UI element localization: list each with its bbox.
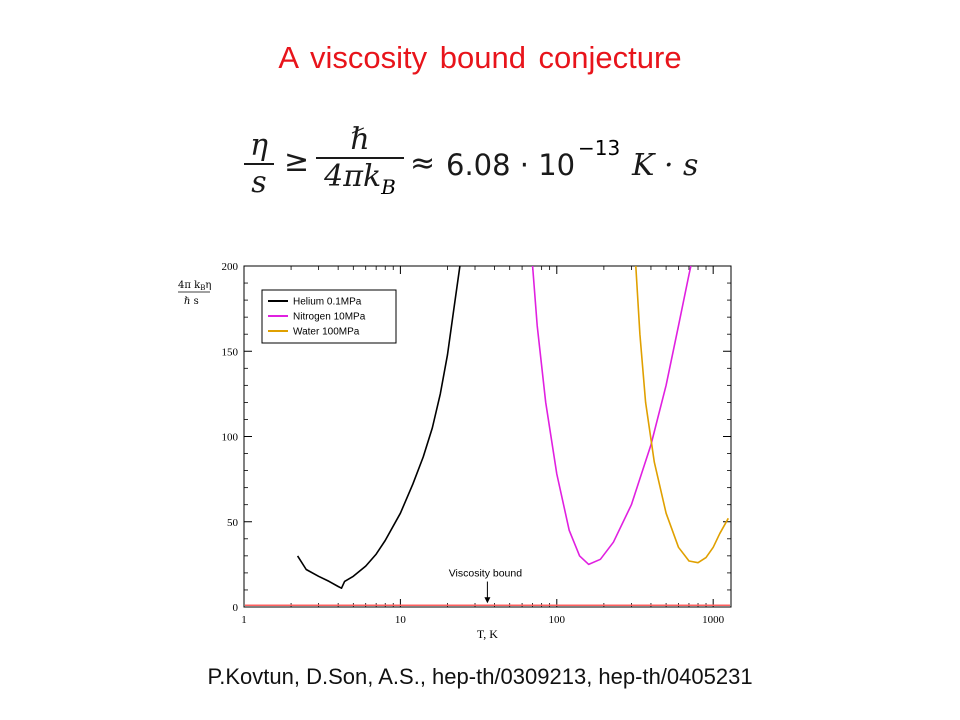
legend: Helium 0.1MPa Nitrogen 10MPa Water 100MPa xyxy=(261,289,397,344)
citation: P.Kovtun, D.Son, A.S., hep-th/0309213, h… xyxy=(207,664,753,689)
geq-symbol: ≥ xyxy=(284,144,310,179)
legend-label: Nitrogen 10MPa xyxy=(293,312,366,323)
units: K · s xyxy=(632,148,699,183)
viscosity-chart: 1 10 100 1000 0 50 100 150 200 4π kBη ℏ s T, K H… xyxy=(170,252,750,641)
fraction-bar xyxy=(244,163,274,165)
x-tick-label: 1 xyxy=(241,614,247,626)
hbar-over-4pikb-fraction: ℏ 4πkB xyxy=(316,122,404,199)
series-line-1 xyxy=(296,265,461,589)
x-tick-label: 100 xyxy=(549,614,566,626)
svg-text:4π kBη: 4π kBη xyxy=(178,280,211,292)
ylabel-tail: η xyxy=(205,280,211,291)
exponent: −13 xyxy=(578,136,621,160)
hbar-symbol: ℏ xyxy=(350,122,370,157)
x-tick-label: 10 xyxy=(395,614,407,626)
y-tick-label: 200 xyxy=(222,261,239,273)
x-tick-label: 1000 xyxy=(702,614,725,626)
eta-over-s-fraction: η s xyxy=(244,128,274,200)
y-tick-label: 100 xyxy=(222,432,239,444)
y-tick-label: 150 xyxy=(222,346,239,358)
tick-labels: 1 10 100 1000 0 50 100 150 200 xyxy=(222,261,725,626)
y-tick-label: 50 xyxy=(227,517,239,529)
ylabel-sub: B xyxy=(200,284,205,292)
ylabel-denominator: ℏ s xyxy=(184,296,199,307)
eta-symbol: η xyxy=(250,128,268,163)
annotation-arrowhead xyxy=(484,597,491,604)
viscosity-bound-formula: η s ≥ ℏ 4πkB ≈ 6.08 · 10 −13 K · s xyxy=(240,118,740,218)
legend-label: Helium 0.1MPa xyxy=(293,297,362,308)
y-axis-label: 4π kBη ℏ s xyxy=(178,280,211,307)
series-layer xyxy=(296,265,729,589)
slide-title: A viscosity bound conjecture xyxy=(278,40,682,75)
series-line-2 xyxy=(531,265,692,566)
mantissa: 6.08 · 10 xyxy=(446,148,576,182)
series-line-3 xyxy=(635,265,729,564)
y-tick-label: 0 xyxy=(233,602,239,614)
entropy-symbol: s xyxy=(251,165,267,200)
ylabel-numerator: 4π k xyxy=(178,280,201,291)
fraction-bar xyxy=(316,157,404,159)
four-pi-kb: 4πkB xyxy=(324,159,396,199)
annotation-text: Viscosity bound xyxy=(449,568,523,580)
chart-svg: 1 10 100 1000 0 50 100 150 200 4π kBη ℏ s T, K H… xyxy=(178,261,732,641)
approx-symbol: ≈ xyxy=(410,146,436,181)
legend-label: Water 100MPa xyxy=(293,327,360,338)
viscosity-bound-annotation: Viscosity bound xyxy=(449,568,523,604)
x-axis-label: T, K xyxy=(477,627,498,640)
